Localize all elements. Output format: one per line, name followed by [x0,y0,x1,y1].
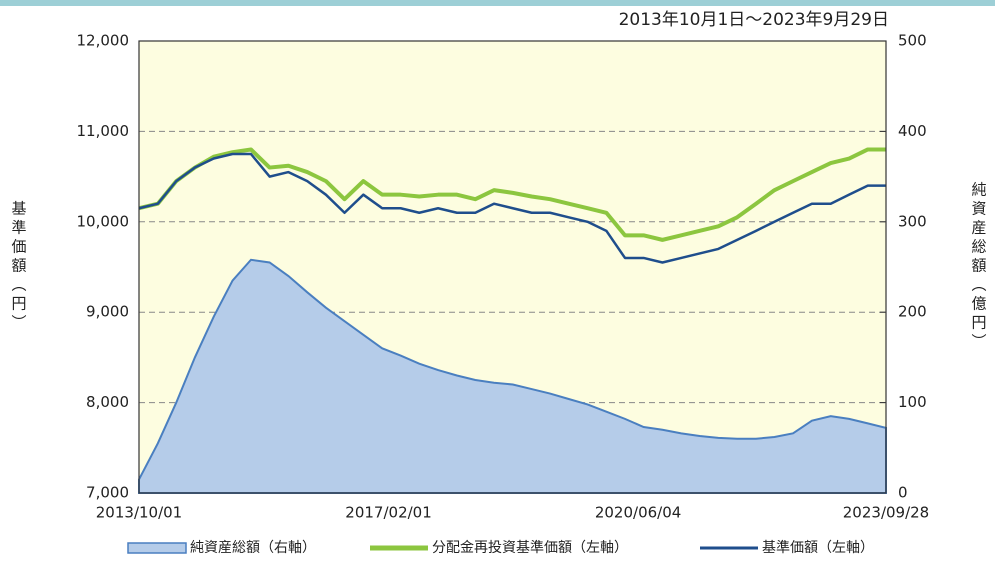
y2-tick-label: 200 [898,303,927,321]
y2-tick-label: 0 [898,484,908,502]
legend-label: 分配金再投資基準価額（左軸） [432,539,628,556]
y2-tick-label: 100 [898,393,927,411]
x-tick-label: 2023/09/28 [843,504,929,522]
line [138,152,886,264]
plot-frame [138,40,887,494]
y-tick-label: 9,000 [86,303,129,321]
date-range: 2013年10月1日～2023年9月29日 [619,10,889,30]
legend-label: 基準価額（左軸） [762,539,874,556]
y2-tick-label: 400 [898,122,927,140]
y2-tick-label: 300 [898,212,927,230]
line [138,147,886,242]
y-tick-label: 8,000 [86,393,129,411]
y-axis-label: 基準価額（円） [10,201,28,334]
y2-tick-label: 500 [898,32,927,50]
y-tick-label: 7,000 [86,484,129,502]
y-tick-label: 12,000 [77,32,130,50]
x-tick-label: 2020/06/04 [595,504,681,522]
legend-label: 純資産総額（右軸） [190,540,316,556]
x-tick-label: 2013/10/01 [96,504,182,522]
y2-axis-label: 純資産総額（億円） [970,182,988,353]
area [138,258,887,494]
x-tick-label: 2017/02/01 [345,504,431,522]
y-tick-label: 11,000 [77,122,130,140]
y-tick-label: 10,000 [77,212,130,230]
legend-swatch [127,542,187,554]
top-band [0,0,995,6]
